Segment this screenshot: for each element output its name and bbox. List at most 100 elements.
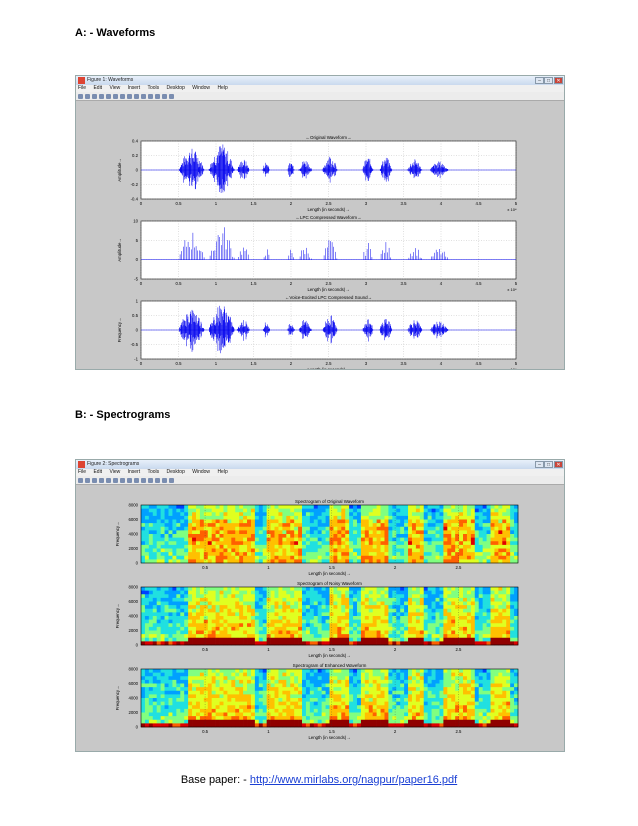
spectrogram-cell bbox=[305, 612, 311, 617]
print-icon[interactable] bbox=[99, 477, 104, 483]
pointer-icon[interactable] bbox=[106, 93, 111, 99]
pan-icon[interactable] bbox=[127, 477, 132, 483]
pointer-icon[interactable] bbox=[106, 477, 111, 483]
spectrogram-cell bbox=[466, 705, 472, 710]
spectrogram-cell bbox=[290, 687, 295, 692]
menu-file[interactable]: File bbox=[78, 85, 87, 91]
rotate-icon[interactable] bbox=[134, 93, 139, 99]
new-figure-icon[interactable] bbox=[78, 93, 83, 99]
spectrogram-cell bbox=[211, 523, 216, 528]
maximize-button[interactable]: □ bbox=[544, 461, 553, 468]
link-icon[interactable] bbox=[155, 477, 160, 483]
spectrogram-cell bbox=[164, 508, 169, 513]
menu-insert[interactable]: Insert bbox=[127, 469, 141, 475]
spectrogram-cell bbox=[474, 676, 480, 681]
menu-edit[interactable]: Edit bbox=[93, 85, 103, 91]
data-cursor-icon[interactable] bbox=[141, 93, 146, 99]
menu-tools[interactable]: Tools bbox=[147, 469, 160, 475]
menu-view[interactable]: View bbox=[109, 469, 121, 475]
spectrogram-cell bbox=[176, 608, 181, 613]
brush-icon[interactable] bbox=[148, 477, 153, 483]
spectrogram-cell bbox=[247, 708, 252, 713]
spectrogram-cell bbox=[408, 683, 413, 688]
base-paper-link[interactable]: http://www.mirlabs.org/nagpur/paper16.pd… bbox=[249, 774, 458, 786]
spectrogram-cell bbox=[262, 597, 267, 602]
open-icon[interactable] bbox=[85, 93, 90, 99]
spectrogram-cell bbox=[353, 694, 358, 699]
spectrogram-cell bbox=[360, 505, 366, 509]
menu-window[interactable]: Window bbox=[192, 469, 211, 475]
pan-icon[interactable] bbox=[127, 93, 132, 99]
menu-edit[interactable]: Edit bbox=[93, 469, 103, 475]
spectrogram-cell bbox=[345, 669, 350, 673]
close-button[interactable]: ✕ bbox=[554, 77, 563, 84]
spectrogram-cell bbox=[274, 526, 279, 531]
spectrogram-cell bbox=[388, 690, 393, 695]
menu-desktop[interactable]: Desktop bbox=[166, 469, 185, 475]
spectrogram-cell bbox=[510, 590, 515, 595]
spectrogram-cell bbox=[180, 705, 185, 710]
spectrogram-cell bbox=[294, 552, 299, 557]
zoom-in-icon[interactable] bbox=[113, 477, 118, 483]
brush-icon[interactable] bbox=[148, 93, 153, 99]
zoom-out-icon[interactable] bbox=[120, 93, 125, 99]
menu-help[interactable]: Help bbox=[217, 85, 228, 91]
spectrogram-cell bbox=[168, 534, 173, 538]
spectrogram-cell bbox=[455, 676, 460, 681]
spectrogram-cell bbox=[451, 637, 456, 642]
spectrogram-cell bbox=[349, 705, 354, 710]
maximize-button[interactable]: □ bbox=[544, 77, 553, 84]
spectrogram-cell bbox=[451, 601, 456, 606]
spectrogram-cell bbox=[447, 626, 452, 631]
spectrogram-cell bbox=[270, 676, 275, 681]
spectrogram-cell bbox=[478, 705, 483, 710]
menu-window[interactable]: Window bbox=[192, 85, 211, 91]
spectrogram-cell bbox=[423, 508, 428, 513]
spectrogram-cell bbox=[152, 672, 158, 677]
menu-tools[interactable]: Tools bbox=[147, 85, 160, 91]
menu-file[interactable]: File bbox=[78, 469, 87, 475]
minimize-button[interactable]: – bbox=[535, 461, 544, 468]
zoom-out-icon[interactable] bbox=[120, 477, 125, 483]
spectrogram-cell bbox=[168, 719, 173, 724]
print-icon[interactable] bbox=[99, 93, 104, 99]
save-icon[interactable] bbox=[92, 477, 97, 483]
new-figure-icon[interactable] bbox=[78, 477, 83, 483]
spectrogram-cell bbox=[376, 508, 381, 513]
data-cursor-icon[interactable] bbox=[141, 477, 146, 483]
spectrogram-cell bbox=[141, 530, 146, 535]
menu-view[interactable]: View bbox=[109, 85, 121, 91]
spectrogram-cell bbox=[490, 708, 495, 713]
zoom-in-icon[interactable] bbox=[113, 93, 118, 99]
spectrogram-cell bbox=[368, 634, 373, 639]
spectrogram-cell bbox=[156, 508, 161, 513]
spectrogram-cell bbox=[514, 679, 519, 684]
spectrogram-cell bbox=[510, 530, 515, 535]
spectrogram-cell bbox=[470, 541, 476, 546]
colorbar-icon[interactable] bbox=[162, 477, 167, 483]
spectrogram-cell bbox=[286, 683, 291, 688]
menu-help[interactable]: Help bbox=[217, 469, 228, 475]
spectrogram-cell bbox=[239, 544, 244, 549]
colorbar-icon[interactable] bbox=[162, 93, 167, 99]
rotate-icon[interactable] bbox=[134, 477, 139, 483]
menu-insert[interactable]: Insert bbox=[127, 85, 141, 91]
minimize-button[interactable]: – bbox=[535, 77, 544, 84]
menu-desktop[interactable]: Desktop bbox=[166, 85, 185, 91]
legend-icon[interactable] bbox=[169, 93, 174, 99]
x-tick-label: 4.5 bbox=[476, 201, 483, 206]
spectrogram-cell bbox=[345, 676, 350, 681]
legend-icon[interactable] bbox=[169, 477, 174, 483]
spectrogram-cell bbox=[199, 508, 205, 513]
spectrogram-cell bbox=[199, 590, 205, 595]
spectrogram-cell bbox=[207, 619, 212, 624]
open-icon[interactable] bbox=[85, 477, 90, 483]
close-button[interactable]: ✕ bbox=[554, 461, 563, 468]
spectrogram-cell bbox=[290, 590, 295, 595]
save-icon[interactable] bbox=[92, 93, 97, 99]
spectrogram-cell bbox=[290, 534, 295, 538]
spectrogram-cell bbox=[384, 690, 389, 695]
spectrogram-cell bbox=[188, 619, 193, 624]
link-icon[interactable] bbox=[155, 93, 160, 99]
spectrogram-cell bbox=[494, 515, 499, 520]
